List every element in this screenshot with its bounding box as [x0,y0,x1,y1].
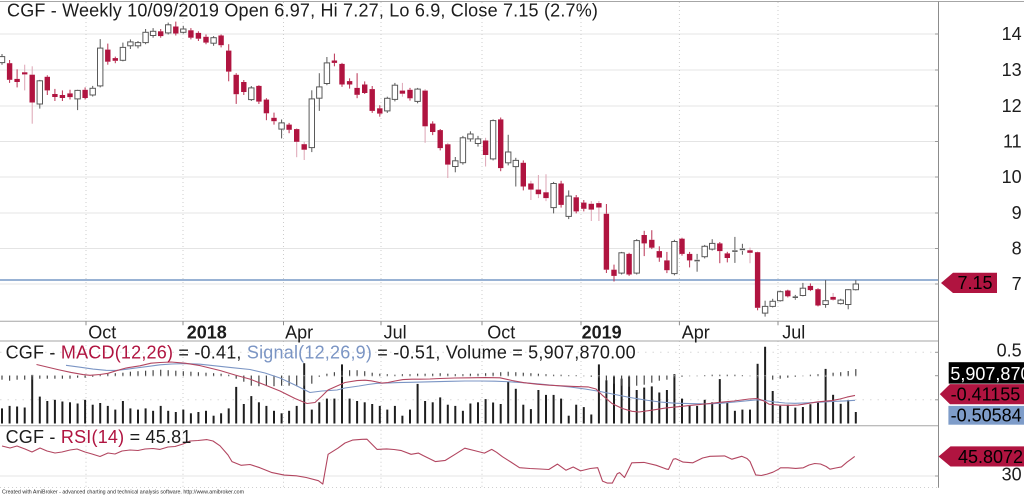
svg-text:2018: 2018 [187,322,227,342]
svg-text:Jul: Jul [782,322,805,342]
svg-text:30: 30 [1002,464,1022,484]
svg-text:8: 8 [1012,238,1022,258]
svg-text:12: 12 [1002,96,1022,116]
svg-text:-0.50584: -0.50584 [951,405,1022,425]
svg-text:CGF - RSI(14) = 45.81: CGF - RSI(14) = 45.81 [6,427,192,447]
svg-text:7.15: 7.15 [957,273,992,293]
svg-text:11: 11 [1003,131,1022,151]
svg-text:5,907,870: 5,907,870 [950,364,1024,384]
svg-text:7: 7 [1012,274,1022,294]
svg-text:2019: 2019 [582,322,622,342]
svg-text:14: 14 [1002,24,1022,44]
svg-text:CGF - Weekly 10/09/2019 Open 6: CGF - Weekly 10/09/2019 Open 6.97, Hi 7.… [7,1,598,21]
svg-text:13: 13 [1002,60,1022,80]
svg-text:10: 10 [1002,167,1022,187]
svg-text:Apr: Apr [285,322,313,342]
svg-text:Oct: Oct [487,322,515,342]
svg-text:-0.41155: -0.41155 [951,385,1021,405]
svg-text:Created with AmiBroker - advan: Created with AmiBroker - advanced charti… [2,489,245,495]
svg-text:CGF - MACD(12,26) = -0.41, Sig: CGF - MACD(12,26) = -0.41, Signal(12,26,… [6,342,636,362]
svg-text:0.5: 0.5 [997,340,1022,360]
svg-text:Apr: Apr [682,322,710,342]
svg-text:45.8072: 45.8072 [958,447,1023,467]
svg-text:Jul: Jul [384,322,407,342]
svg-text:9: 9 [1012,203,1022,223]
svg-text:Oct: Oct [88,322,116,342]
